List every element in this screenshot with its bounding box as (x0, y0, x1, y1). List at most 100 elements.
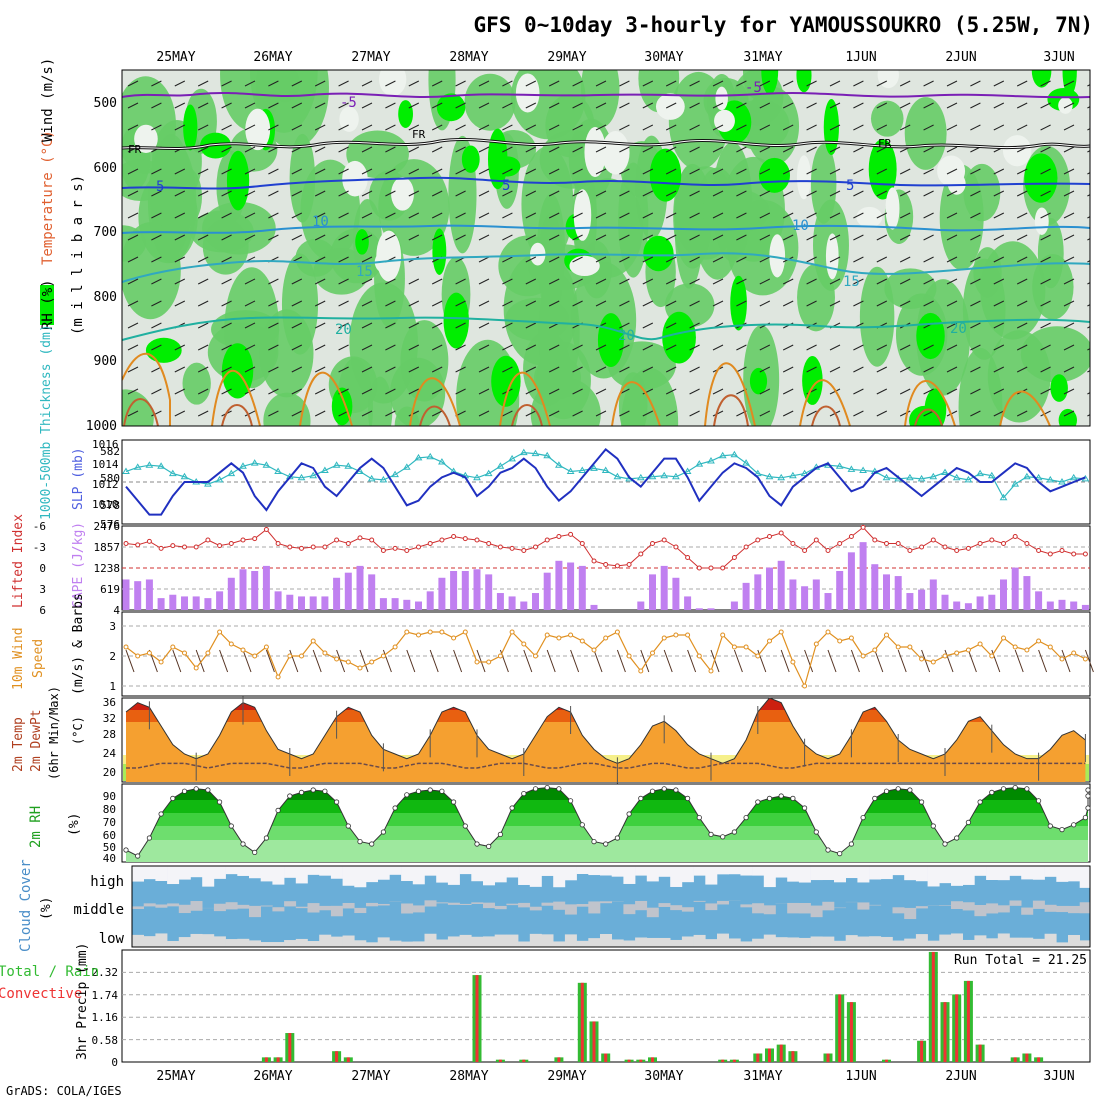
precip-tick: 1.16 (92, 1011, 119, 1024)
thickness-point (941, 468, 949, 476)
wind-barb (197, 124, 209, 131)
rh-point (638, 795, 644, 802)
middle-cloud-band (646, 907, 659, 918)
wind-speed-point (1036, 638, 1042, 644)
wind-barb (548, 234, 560, 241)
wind-speed-point (696, 653, 702, 659)
cape-bar (707, 608, 715, 610)
wind-speed-point (603, 635, 609, 641)
wind-barb (408, 410, 420, 417)
rh-point (263, 835, 269, 841)
wind-speed-point (989, 653, 995, 659)
middle-cloud-band (541, 902, 554, 906)
middle-cloud-band (295, 906, 308, 909)
wind-barb (712, 168, 724, 175)
precip-convective-bar (768, 1048, 771, 1062)
rh-blob-dry (515, 73, 540, 113)
middle-cloud-band (354, 907, 367, 914)
low-cloud-band (1009, 937, 1022, 947)
lifted-index-point (977, 541, 983, 546)
wind-barb (1087, 370, 1090, 373)
wind-barb (923, 102, 934, 109)
precip-convective-bar (604, 1053, 608, 1062)
middle-cloud-band (681, 907, 694, 912)
rh-point (181, 788, 188, 794)
high-cloud-gap (377, 866, 390, 880)
rh-point (486, 843, 492, 850)
cape-bar (122, 579, 130, 610)
wind-barb (923, 80, 934, 87)
wind-barb (1016, 212, 1028, 219)
wind-barb (221, 322, 232, 329)
high-cloud-gap (471, 866, 484, 882)
wind-barb (127, 322, 139, 329)
rh-point (369, 841, 375, 847)
wind-barb (548, 344, 560, 351)
cape-tick: 1238 (94, 562, 121, 575)
cloud-cover-bands (132, 866, 1090, 947)
high-cloud-gap (424, 866, 437, 876)
low-cloud-band (717, 933, 729, 947)
precip-tick: 0.58 (92, 1034, 119, 1047)
wind-barb (970, 212, 981, 219)
wind-barb (291, 322, 303, 329)
wind-barb (244, 234, 256, 241)
middle-cloud-band (974, 904, 987, 917)
contour-5 (122, 176, 1090, 190)
wind-barb (759, 344, 771, 351)
thickness-point (227, 469, 236, 477)
wind-barb (946, 344, 958, 351)
precip-convective-bar (756, 1053, 760, 1062)
wind-barb (408, 234, 420, 241)
wind-barb (689, 300, 700, 307)
wind-barb (876, 234, 888, 241)
wind-barb (127, 190, 139, 197)
wind-barb (1040, 234, 1051, 241)
wind-speed-point (708, 668, 714, 674)
low-cloud-band (295, 938, 308, 947)
wind-barb (665, 102, 677, 109)
precip-convective-bar (335, 1051, 339, 1062)
wind-barb (1087, 304, 1090, 307)
wind-barb (455, 146, 466, 153)
low-cloud-band (951, 933, 963, 947)
li-tick: 6 (39, 604, 46, 617)
low-cloud-band (600, 933, 612, 947)
cape-bar (847, 552, 855, 610)
lifted-index-point (661, 537, 667, 543)
wind-barb (1016, 366, 1028, 373)
wind-barb (385, 344, 396, 351)
wind-barb (291, 388, 303, 395)
wind-barb (385, 278, 396, 285)
high-cloud-gap (260, 866, 273, 882)
rh-point (895, 786, 901, 792)
wind-barb (291, 102, 303, 109)
wind-barb (197, 256, 209, 263)
rh-tick: 80 (103, 803, 116, 816)
wind-barb (993, 410, 1005, 417)
wind-barb (478, 212, 490, 219)
wind-barb (361, 410, 373, 417)
contour-25-loop (122, 352, 171, 426)
surface-wind-barb (1084, 649, 1094, 673)
wind-barb (502, 102, 513, 109)
wind-barb (806, 234, 817, 241)
wind-barb (151, 344, 162, 351)
wind-barb (127, 278, 139, 285)
wind-barb (548, 410, 560, 417)
contour-25-loop (999, 390, 1051, 426)
wind-barb (1040, 300, 1051, 307)
wind-barb (338, 124, 349, 131)
cape-bar (415, 601, 422, 610)
wind-barb (548, 146, 560, 153)
wind-barb (689, 146, 700, 153)
wind-barb (291, 80, 303, 87)
lifted-index-point (427, 541, 433, 546)
surface-wind-barb (265, 649, 275, 673)
rh-point (123, 847, 129, 853)
wind-barb (759, 278, 771, 285)
wind-barb (478, 234, 490, 241)
wind-speed-point (568, 632, 574, 638)
wind-barb (946, 234, 958, 241)
middle-cloud-band (822, 901, 835, 911)
